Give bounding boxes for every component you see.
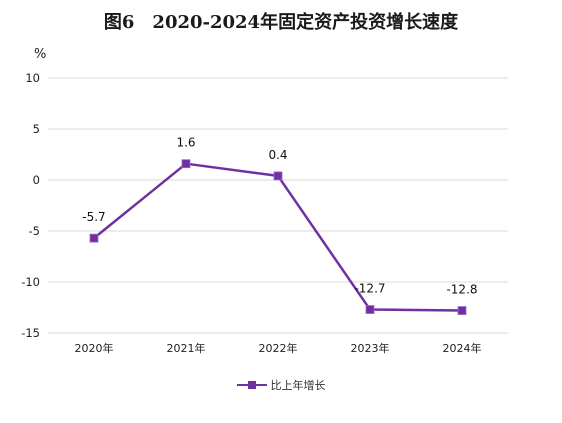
x-tick-label: 2022年 <box>259 341 298 355</box>
y-tick-label: -5 <box>29 224 40 238</box>
data-label: 0.4 <box>268 148 287 162</box>
data-label: -12.8 <box>446 283 477 297</box>
x-tick-label: 2021年 <box>167 341 206 355</box>
legend-label: 比上年增长 <box>270 379 326 392</box>
x-tick-label: 2020年 <box>75 341 114 355</box>
y-tick-label: -15 <box>21 326 40 340</box>
legend: 比上年增长 <box>0 377 562 393</box>
y-tick-label: 0 <box>33 173 40 187</box>
data-label: -5.7 <box>82 210 105 224</box>
y-tick-label: 10 <box>25 71 40 85</box>
data-point-marker <box>181 159 191 169</box>
chart-title: 图6 2020-2024年固定资产投资增长速度 <box>103 12 459 33</box>
y-tick-label: -10 <box>21 275 40 289</box>
x-tick-label: 2024年 <box>443 341 482 355</box>
data-label: -12.7 <box>354 282 385 296</box>
data-point-marker <box>89 233 99 243</box>
x-tick-label: 2023年 <box>351 341 390 355</box>
legend-swatch-icon <box>236 380 267 390</box>
series-line <box>93 162 463 312</box>
data-point-marker <box>457 306 467 315</box>
data-point-marker <box>365 305 375 314</box>
data-point-marker <box>273 171 283 181</box>
data-label: 1.6 <box>176 136 195 150</box>
y-tick-label: 5 <box>33 122 40 136</box>
y-axis-unit-label: % <box>34 47 47 62</box>
